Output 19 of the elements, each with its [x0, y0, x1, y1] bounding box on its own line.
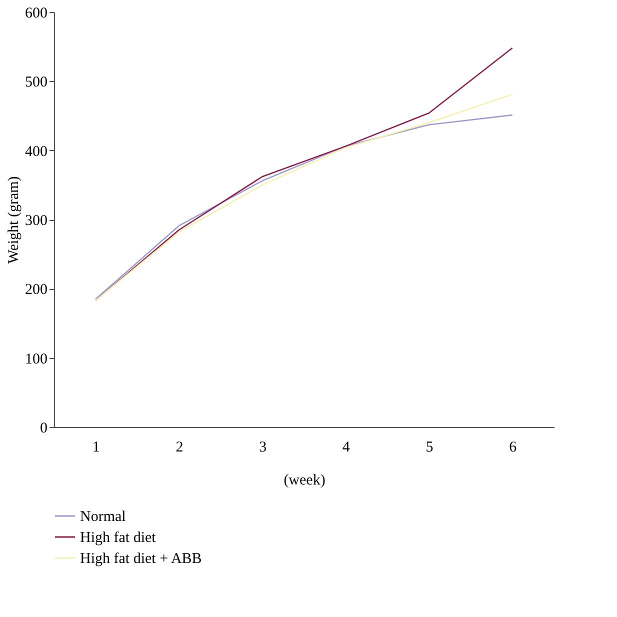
y-tick-label: 500	[25, 74, 48, 91]
y-tick-label: 0	[40, 420, 48, 436]
y-axis-title: Weight (gram)	[6, 176, 22, 264]
x-tick-label: 1	[92, 440, 100, 456]
y-tick-label: 200	[25, 282, 48, 298]
legend-label: High fat diet + ABB	[80, 551, 202, 567]
x-tick-label: 6	[509, 440, 518, 456]
x-tick-label: 2	[176, 440, 184, 456]
x-tick-label: 3	[259, 440, 267, 456]
legend-label: High fat diet	[80, 530, 157, 546]
legend-label: Normal	[80, 509, 126, 525]
x-tick-label: 5	[426, 440, 434, 456]
y-tick-label: 100	[25, 351, 48, 368]
y-tick-label: 300	[25, 213, 48, 229]
x-tick-label: 4	[342, 440, 350, 456]
x-axis-title: (week)	[284, 472, 326, 488]
y-tick-label: 400	[25, 144, 48, 160]
y-tick-label: 600	[25, 6, 48, 22]
line-series	[95, 47, 513, 302]
